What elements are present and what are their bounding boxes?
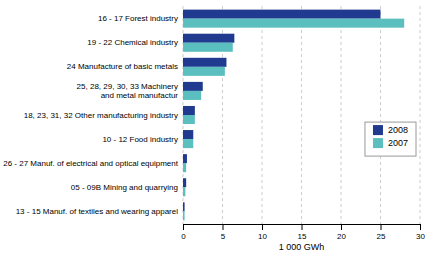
tick: 19 - 22 Chemical industry bbox=[87, 38, 183, 47]
bar bbox=[183, 10, 381, 19]
tick-label: 10 - 12 Food industry bbox=[102, 135, 178, 144]
bar bbox=[183, 106, 195, 115]
tick-label: 0 bbox=[181, 232, 186, 241]
tick-label: 5 bbox=[221, 232, 226, 241]
bar bbox=[183, 82, 203, 91]
legend-label: 2007 bbox=[388, 138, 408, 148]
tick-label-line: 25, 28, 29, 30, 33 Machinery bbox=[77, 82, 178, 91]
legend: 2008 2007 bbox=[365, 122, 416, 156]
tick: 30 bbox=[416, 224, 425, 241]
bar bbox=[183, 43, 233, 52]
tick-mark bbox=[223, 224, 224, 230]
tick-label: 18, 23, 31, 32 Other manufacturing indus… bbox=[24, 111, 178, 120]
plot: 0 5 10 15 20 25 30 16 - 17 Forest industry 19 - … bbox=[3, 6, 425, 241]
tick: 13 - 15 Manuf. of textiles and wearing a… bbox=[16, 207, 183, 216]
tick-label: 16 - 17 Forest industry bbox=[98, 14, 178, 23]
bar bbox=[183, 163, 186, 172]
tick-label: 19 - 22 Chemical industry bbox=[87, 38, 178, 47]
series bbox=[183, 10, 381, 212]
tick-mark bbox=[262, 224, 263, 230]
grid-line bbox=[341, 6, 342, 224]
legend-box bbox=[365, 122, 416, 156]
bar bbox=[183, 187, 185, 196]
bar bbox=[183, 178, 186, 187]
bar bbox=[183, 202, 185, 211]
tick: 10 - 12 Food industry bbox=[102, 135, 183, 144]
bar bbox=[183, 211, 185, 220]
tick-mark bbox=[420, 224, 421, 230]
x-axis: 0 5 10 15 20 25 30 bbox=[181, 224, 425, 241]
tick-label: 05 - 09B Mining and quarrying bbox=[71, 183, 178, 192]
tick-mark bbox=[183, 224, 184, 230]
tick: 0 bbox=[181, 224, 186, 241]
legend-swatch bbox=[373, 138, 383, 148]
bar bbox=[183, 34, 234, 43]
tick: 20 bbox=[337, 224, 346, 241]
series bbox=[183, 19, 404, 221]
grid bbox=[183, 6, 420, 224]
bar bbox=[183, 130, 193, 139]
tick-label: 25 bbox=[377, 232, 386, 241]
bar bbox=[183, 58, 226, 67]
tick-label: 24 Manufacture of basic metals bbox=[67, 62, 178, 71]
tick: 05 - 09B Mining and quarrying bbox=[71, 183, 183, 192]
legend-label: 2008 bbox=[388, 125, 408, 135]
tick-label-line: and metal manufactur bbox=[101, 91, 179, 100]
bar bbox=[183, 139, 193, 148]
bar bbox=[183, 154, 187, 163]
tick: 15 bbox=[298, 224, 307, 241]
grid-line bbox=[262, 6, 263, 224]
legend-item: 2007 bbox=[373, 138, 408, 148]
x-axis-title: 1 000 GWh bbox=[279, 242, 325, 252]
bar bbox=[183, 91, 201, 100]
tick-label: 15 bbox=[298, 232, 307, 241]
tick-mark bbox=[381, 224, 382, 230]
tick: 10 bbox=[258, 224, 267, 241]
tick-label: 13 - 15 Manuf. of textiles and wearing a… bbox=[16, 207, 179, 216]
legend-item: 2008 bbox=[373, 125, 408, 135]
bar bbox=[183, 67, 225, 76]
bars bbox=[183, 10, 404, 221]
tick-mark bbox=[341, 224, 342, 230]
tick: 16 - 17 Forest industry bbox=[98, 14, 183, 23]
bar bbox=[183, 19, 404, 28]
tick: 26 - 27 Manuf. of electrical and optical… bbox=[3, 159, 183, 168]
grid-line bbox=[420, 6, 421, 224]
y-axis: 16 - 17 Forest industry 19 - 22 Chemical … bbox=[3, 14, 183, 216]
chart: 0 5 10 15 20 25 30 16 - 17 Forest industry 19 - … bbox=[0, 0, 432, 254]
tick: 24 Manufacture of basic metals bbox=[67, 62, 183, 71]
tick-label: 20 bbox=[337, 232, 346, 241]
tick: 5 bbox=[221, 224, 226, 241]
tick-label: 26 - 27 Manuf. of electrical and optical… bbox=[3, 159, 179, 168]
grid-line bbox=[301, 6, 302, 224]
axis-line bbox=[184, 225, 421, 231]
tick-mark bbox=[302, 224, 303, 230]
tick-label: 10 bbox=[258, 232, 267, 241]
bar bbox=[183, 115, 195, 124]
tick: 25 bbox=[377, 224, 386, 241]
grid-line bbox=[380, 6, 381, 224]
tick: 25, 28, 29, 30, 33 Machineryand metal ma… bbox=[77, 82, 183, 100]
tick-label: 30 bbox=[416, 232, 425, 241]
tick-label: 25, 28, 29, 30, 33 Machineryand metal ma… bbox=[77, 82, 179, 100]
tick: 18, 23, 31, 32 Other manufacturing indus… bbox=[24, 111, 183, 120]
legend-swatch bbox=[373, 125, 383, 135]
